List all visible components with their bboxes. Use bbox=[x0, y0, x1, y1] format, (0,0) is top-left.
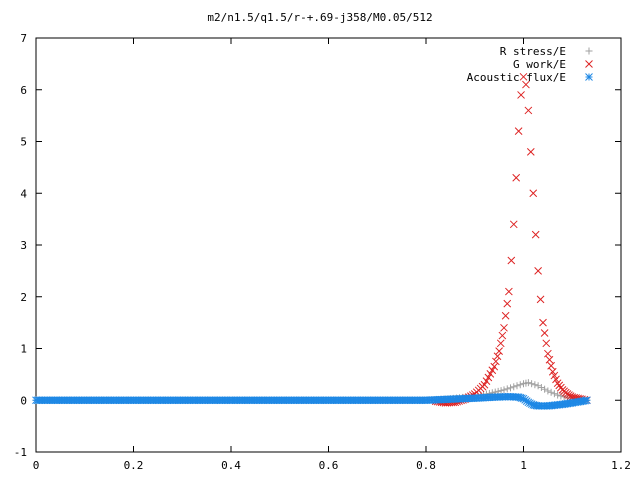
x-tick-label: 1 bbox=[520, 459, 527, 472]
data-point bbox=[522, 80, 530, 89]
data-point bbox=[540, 329, 549, 337]
y-tick-label: 7 bbox=[20, 32, 27, 45]
data-point bbox=[539, 318, 547, 327]
data-point bbox=[503, 299, 512, 308]
data-point bbox=[547, 388, 555, 396]
data-point bbox=[500, 386, 508, 394]
x-tick-label: 0.2 bbox=[124, 459, 144, 472]
data-point bbox=[545, 355, 554, 364]
legend-label-2: Acoustic flux/E bbox=[467, 71, 566, 84]
legend-label-1: G work/E bbox=[513, 58, 566, 71]
y-tick-label: 6 bbox=[20, 84, 27, 97]
x-tick-label: 0.8 bbox=[416, 459, 436, 472]
data-point bbox=[542, 339, 551, 348]
data-point bbox=[534, 267, 542, 275]
data-point bbox=[531, 230, 540, 239]
x-tick-label: 0.4 bbox=[221, 459, 241, 472]
y-tick-label: 4 bbox=[20, 187, 27, 200]
data-point bbox=[529, 189, 538, 198]
data-point bbox=[526, 147, 535, 156]
legend-label-0: R stress/E bbox=[500, 45, 566, 58]
data-point bbox=[512, 173, 521, 182]
x-tick-label: 1.2 bbox=[611, 459, 631, 472]
data-point bbox=[509, 220, 518, 229]
y-tick-label: 2 bbox=[20, 291, 27, 304]
data-point bbox=[548, 367, 557, 376]
legend-marker-0 bbox=[585, 47, 593, 55]
data-point bbox=[524, 106, 533, 115]
data-point bbox=[498, 331, 507, 340]
plot-frame bbox=[35, 37, 622, 453]
data-point bbox=[524, 379, 532, 387]
data-point bbox=[501, 311, 510, 320]
x-tick-label: 0.6 bbox=[319, 459, 339, 472]
data-point bbox=[554, 391, 562, 399]
chart-title: m2/n1.5/q1.5/r-+.69-j358/M0.05/512 bbox=[207, 11, 432, 24]
data-point bbox=[519, 72, 528, 81]
y-tick-label: 0 bbox=[20, 394, 27, 407]
y-tick-label: 1 bbox=[20, 343, 27, 356]
data-point bbox=[505, 287, 513, 296]
data-point bbox=[514, 127, 523, 136]
data-point bbox=[552, 375, 560, 384]
data-point bbox=[550, 371, 559, 380]
data-point bbox=[490, 362, 499, 371]
data-point bbox=[482, 377, 491, 385]
data-point bbox=[536, 295, 545, 304]
series-2 bbox=[32, 392, 591, 410]
data-point bbox=[510, 383, 518, 391]
data-point bbox=[495, 347, 503, 355]
series-1 bbox=[431, 72, 591, 407]
data-point bbox=[497, 387, 505, 395]
data-point bbox=[544, 387, 552, 395]
data-point bbox=[496, 339, 505, 348]
data-point bbox=[547, 361, 555, 370]
data-point bbox=[513, 382, 521, 390]
data-point bbox=[488, 366, 497, 375]
data-point bbox=[507, 256, 516, 265]
data-point bbox=[541, 385, 549, 393]
x-tick-label: 0 bbox=[33, 459, 40, 472]
data-point bbox=[537, 383, 545, 391]
data-point bbox=[500, 323, 508, 332]
data-point bbox=[583, 396, 591, 405]
legend-marker-1 bbox=[585, 60, 593, 68]
y-tick-label: 5 bbox=[20, 136, 27, 149]
data-point bbox=[503, 385, 511, 393]
y-tick-label: 3 bbox=[20, 239, 27, 252]
data-point bbox=[528, 380, 536, 388]
data-point bbox=[484, 373, 493, 382]
data-point bbox=[534, 382, 542, 390]
axis-ticks: 0 0.2 0.4 0.6 0.8 1 1.2 -1 0 1 2 3 4 5 6 7 bbox=[14, 32, 631, 472]
data-point bbox=[507, 384, 514, 392]
data-point bbox=[550, 390, 558, 398]
data-point bbox=[492, 357, 500, 366]
data-point bbox=[486, 370, 495, 378]
data-point bbox=[544, 349, 552, 358]
data-point bbox=[493, 352, 502, 361]
y-tick-label: -1 bbox=[14, 446, 27, 459]
data-marks bbox=[32, 72, 591, 410]
legend-marker-2 bbox=[585, 73, 593, 81]
data-point bbox=[531, 381, 539, 389]
data-point bbox=[557, 392, 565, 400]
data-point bbox=[516, 381, 524, 389]
data-point bbox=[517, 91, 525, 99]
data-point bbox=[480, 380, 489, 389]
